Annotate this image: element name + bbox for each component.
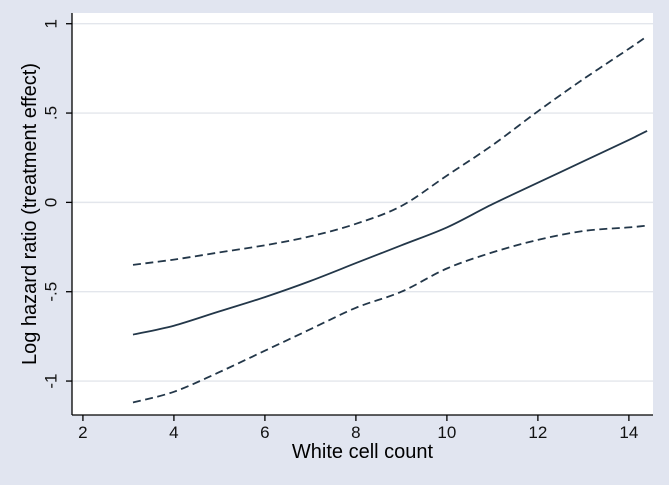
series-line-lower-confidence-limit (132, 224, 648, 404)
x-tick-label: 4 (169, 423, 178, 442)
x-tick-label: 12 (528, 423, 547, 442)
x-tick-label: 8 (351, 423, 360, 442)
y-axis-title: Log hazard ratio (treatment effect) (19, 63, 41, 366)
x-axis-title: White cell count (291, 441, 434, 463)
series-line-estimate (132, 130, 648, 336)
y-tick-label: 0 (42, 198, 61, 207)
x-tick-label: 14 (619, 423, 638, 442)
y-tick-label: -1 (42, 373, 61, 388)
y-tick-label: 1 (42, 19, 61, 28)
x-tick-label: 2 (78, 423, 87, 442)
plot-area (72, 13, 653, 415)
x-tick-label: 6 (260, 423, 269, 442)
x-tick-label: 10 (437, 423, 456, 442)
y-tick-label: -.5 (42, 282, 61, 302)
y-tick-label: .5 (42, 106, 61, 120)
series-line-upper-confidence-limit (132, 35, 648, 266)
